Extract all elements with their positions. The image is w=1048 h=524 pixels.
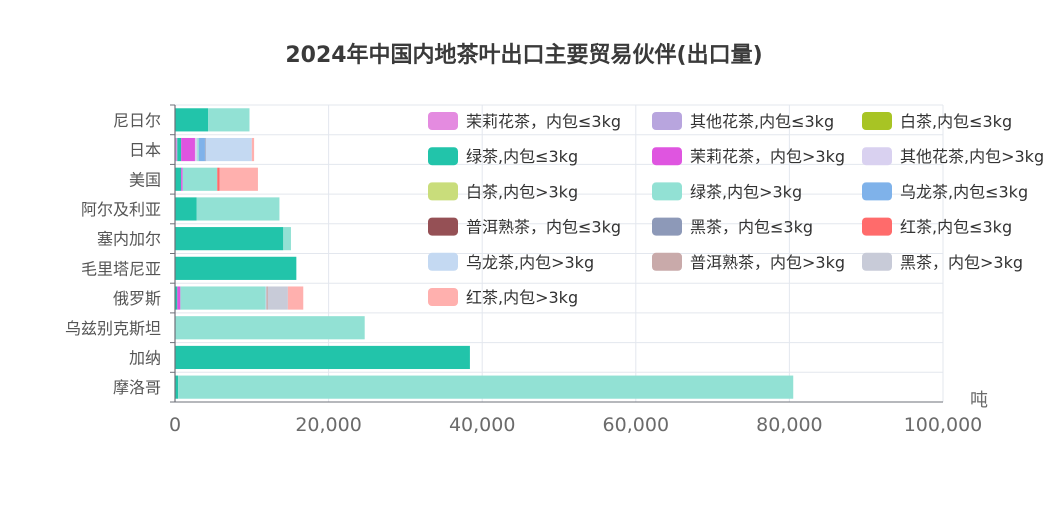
legend-item-label[interactable]: 茉莉花茶，内包>3kg	[690, 147, 845, 166]
legend-item-label[interactable]: 白茶,内包≤3kg	[900, 112, 1012, 131]
y-category-label: 阿尔及利亚	[81, 200, 161, 219]
legend-swatch[interactable]	[652, 147, 682, 166]
bar-segment	[266, 286, 268, 310]
legend-swatch[interactable]	[862, 112, 892, 130]
y-category-label: 毛里塔尼亚	[81, 259, 161, 278]
legend-item-label[interactable]: 茉莉花茶，内包≤3kg	[466, 112, 621, 131]
bar-segment	[177, 286, 181, 310]
y-category-label: 塞内加尔	[97, 230, 161, 249]
legend-swatch[interactable]	[652, 217, 682, 236]
legend-item-label[interactable]: 红茶,内包>3kg	[466, 288, 578, 307]
bar-segment	[219, 167, 258, 191]
legend-item-label[interactable]: 普洱熟茶，内包>3kg	[690, 253, 845, 272]
bar-segment	[194, 137, 198, 162]
bar-segment	[175, 375, 179, 399]
bar-segment	[175, 286, 178, 310]
legend-swatch[interactable]	[862, 217, 892, 236]
bar-segment	[180, 286, 266, 310]
legend: 茉莉花茶，内包≤3kg 其他花茶,内包≤3kg 白茶,内包≤3kg 绿茶,内包≤3kg…	[428, 112, 1044, 307]
legend-swatch[interactable]	[652, 252, 682, 271]
legend-item-label[interactable]: 普洱熟茶，内包≤3kg	[466, 218, 621, 237]
legend-swatch[interactable]	[862, 252, 892, 271]
bar-segment	[267, 286, 288, 310]
x-tick-label: 80,000	[756, 414, 822, 436]
legend-item-label[interactable]: 黑茶，内包≤3kg	[690, 218, 813, 237]
bar-segment	[178, 375, 794, 399]
bar-segment	[175, 316, 365, 340]
legend-item-label[interactable]: 绿茶,内包≤3kg	[466, 147, 578, 166]
x-tick-label: 40,000	[449, 414, 515, 436]
legend-swatch[interactable]	[428, 252, 458, 271]
x-tick-label: 60,000	[603, 414, 669, 436]
legend-swatch[interactable]	[862, 182, 892, 201]
bar-segment	[175, 137, 177, 162]
bar-segment	[175, 345, 470, 370]
y-category-label: 摩洛哥	[113, 378, 161, 397]
axes: 0 20,000 40,000 60,000 80,000 100,000 尼日尔日本美国阿…	[65, 104, 983, 436]
bar-segment	[175, 167, 182, 191]
legend-swatch[interactable]	[428, 112, 458, 130]
legend-swatch[interactable]	[428, 182, 458, 201]
y-category-label: 尼日尔	[113, 111, 161, 130]
legend-item-label[interactable]: 黑茶，内包>3kg	[900, 253, 1023, 272]
legend-swatch[interactable]	[428, 288, 458, 306]
legend-swatch[interactable]	[428, 147, 458, 166]
bar-segment	[181, 137, 195, 162]
legend-item-label[interactable]: 白茶,内包>3kg	[466, 182, 578, 201]
legend-item-label[interactable]: 其他花茶,内包>3kg	[900, 147, 1044, 166]
x-tick-label: 20,000	[295, 414, 361, 436]
legend-item-label[interactable]: 红茶,内包≤3kg	[900, 218, 1012, 237]
legend-swatch[interactable]	[862, 147, 892, 166]
y-category-label: 加纳	[129, 348, 161, 367]
legend-item-label[interactable]: 乌龙茶,内包≤3kg	[900, 182, 1028, 201]
bar-segment	[208, 108, 250, 132]
bar-segment	[197, 137, 199, 162]
bar-segment	[175, 256, 297, 280]
bar-segment	[175, 108, 209, 132]
bar-segment	[196, 197, 280, 221]
x-tick-label: 100,000	[904, 414, 983, 436]
x-tick-label: 0	[169, 414, 181, 436]
y-category-label: 美国	[129, 170, 161, 189]
x-axis-unit-label: 吨	[970, 390, 988, 411]
legend-swatch[interactable]	[428, 217, 458, 236]
bar-segment	[175, 197, 197, 221]
y-category-label: 俄罗斯	[113, 289, 161, 308]
legend-swatch[interactable]	[652, 112, 682, 130]
legend-item-label[interactable]: 绿茶,内包>3kg	[690, 182, 802, 201]
legend-item-label[interactable]: 其他花茶,内包≤3kg	[690, 112, 834, 131]
bar-segment	[177, 137, 182, 162]
bar-segment	[176, 137, 178, 162]
bar-segment	[205, 137, 252, 162]
y-category-label: 乌兹别克斯坦	[65, 319, 161, 338]
bar-segment	[265, 286, 267, 310]
y-category-label: 日本	[129, 141, 161, 160]
chart-title: 2024年中国内地茶叶出口主要贸易伙伴(出口量)	[285, 42, 762, 68]
bar-segment	[181, 167, 183, 191]
legend-item-label[interactable]: 乌龙茶,内包>3kg	[466, 253, 594, 272]
bar-segment	[204, 137, 206, 162]
bar-segment	[251, 137, 255, 162]
bar-segment	[287, 286, 304, 310]
legend-swatch[interactable]	[652, 182, 682, 201]
bar-segment	[217, 167, 220, 191]
bars	[175, 108, 794, 399]
bar-segment	[175, 227, 284, 251]
bar-segment	[198, 137, 205, 162]
bar-segment	[283, 227, 291, 251]
bar-segment	[182, 167, 218, 191]
